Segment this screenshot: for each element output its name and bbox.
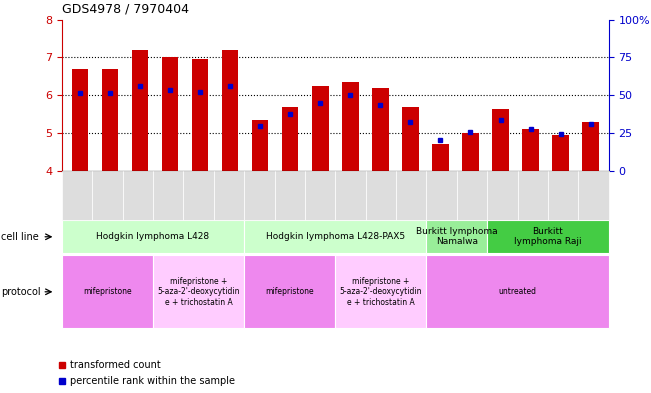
Bar [161, 57, 178, 171]
Text: mifepristone: mifepristone [83, 287, 132, 296]
Text: untreated: untreated [499, 287, 536, 296]
Text: Burkitt lymphoma
Namalwa: Burkitt lymphoma Namalwa [416, 227, 497, 246]
Bar [583, 122, 599, 171]
Text: Hodgkin lymphoma L428: Hodgkin lymphoma L428 [96, 232, 210, 241]
Text: cell line: cell line [1, 232, 38, 242]
Bar [342, 82, 359, 171]
Bar [462, 133, 478, 171]
Bar [252, 120, 268, 171]
Text: Burkitt
lymphoma Raji: Burkitt lymphoma Raji [514, 227, 582, 246]
Bar [372, 88, 389, 171]
Text: GDS4978 / 7970404: GDS4978 / 7970404 [62, 3, 189, 16]
Bar [402, 107, 419, 171]
Bar [552, 135, 569, 171]
Text: percentile rank within the sample: percentile rank within the sample [70, 376, 235, 386]
Text: mifepristone +
5-aza-2'-deoxycytidin
e + trichostatin A: mifepristone + 5-aza-2'-deoxycytidin e +… [340, 277, 422, 307]
Bar [222, 50, 238, 171]
Text: mifepristone: mifepristone [266, 287, 314, 296]
Text: transformed count: transformed count [70, 360, 161, 371]
Bar [72, 69, 88, 171]
Bar [192, 59, 208, 171]
Bar [522, 129, 539, 171]
Text: Hodgkin lymphoma L428-PAX5: Hodgkin lymphoma L428-PAX5 [266, 232, 405, 241]
Bar [282, 107, 298, 171]
Bar [312, 86, 329, 171]
Text: protocol: protocol [1, 287, 40, 297]
Bar [132, 50, 148, 171]
Bar [102, 69, 118, 171]
Bar [432, 145, 449, 171]
Text: mifepristone +
5-aza-2'-deoxycytidin
e + trichostatin A: mifepristone + 5-aza-2'-deoxycytidin e +… [158, 277, 240, 307]
Bar [492, 108, 509, 171]
